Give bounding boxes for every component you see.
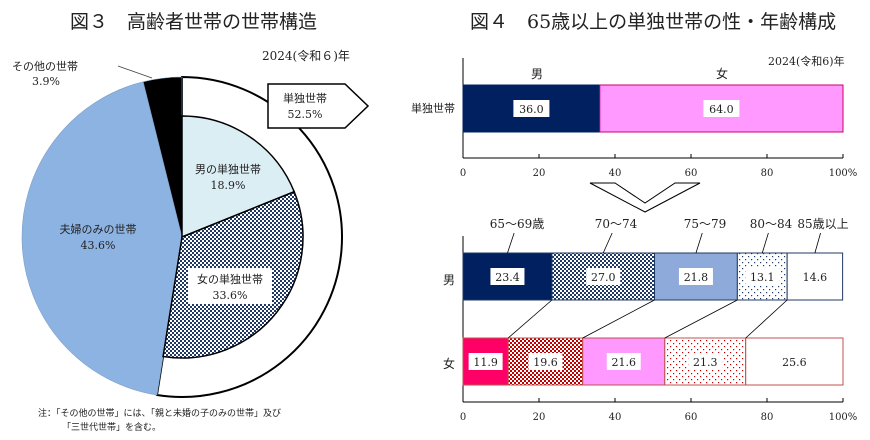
data-label: 11.9 [473,356,498,369]
single-callout-arrow [267,83,370,129]
data-label: 27.0 [591,271,616,284]
data-label-bg [606,353,641,370]
data-label-bg [468,353,503,370]
data-label-bg [797,268,832,285]
label-couple-name: 夫婦のみの世帯 [60,222,137,236]
data-label-bg [528,353,563,370]
legend-female: 女 [716,66,728,81]
data-label: 14.6 [803,271,828,284]
label-male-single-name: 男の単独世帯 [195,162,261,176]
connector-line [745,299,788,339]
connector-line [582,299,655,339]
category-single: 単独世帯 [411,101,455,115]
legend-male: 男 [531,67,543,81]
data-label-bg [745,268,780,285]
connector-line [507,299,553,339]
label-female-single-value: 33.6% [213,289,248,302]
data-label: 21.8 [684,271,709,284]
x-tick-label: 100% [829,168,858,179]
age-bar-chart: 23.4 27.0 21.8 13.1 14.6 11.9 19.6 21.6 21.3 25.6… [460,217,857,423]
legend-leader [602,232,613,254]
data-label: 25.6 [782,356,807,369]
data-label: 19.6 [533,356,558,369]
leader-other [117,65,153,79]
data-label-bg [777,353,812,370]
fig4-title: 図４ 65歳以上の単独世帯の性・年齢構成 [470,11,836,33]
label-other-name: その他の世帯 [12,60,78,73]
label-single-name: 単独世帯 [283,91,327,105]
x-tick-label: 40 [609,168,622,179]
down-chevron-icon [589,182,701,213]
data-label: 21.6 [611,356,636,369]
legend-leader [695,232,703,254]
top-bar-chart: 36.0 64.0 0 20 40 60 80 100% [460,58,857,179]
fig4-year: 2024(令和6)年 [768,54,845,68]
x-tick-label: 60 [685,168,698,179]
connector-line [664,299,738,339]
x-tick-label: 0 [460,412,466,423]
legend-label: 80～84 [750,217,793,231]
data-label-bg [586,268,621,285]
fig3-title: 図３ 高齢者世帯の世帯構造 [70,11,317,33]
note-line-2: 「三世代世帯」を含む。 [62,421,161,433]
note-line-1: 注：「その他の世帯」には、「親と未婚の子のみの世帯」及び [38,407,281,419]
legend-label: 65～69歳 [490,217,545,231]
pie-slice-inner [181,115,296,239]
category-female: 女 [443,356,455,371]
label-bg-female-single [188,268,272,304]
x-tick-label: 80 [761,412,774,423]
data-label: 36.0 [519,103,544,116]
pie-slice-outer [142,76,183,238]
x-tick-label: 100% [829,412,858,423]
x-tick-label: 40 [609,412,622,423]
legend-label: 70～74 [595,217,638,231]
data-label: 21.3 [693,356,718,369]
label-couple-value: 43.6% [81,239,116,252]
data-label: 64.0 [709,103,734,116]
data-label-bg [678,268,713,285]
label-single-value: 52.5% [288,108,323,121]
x-tick-label: 80 [761,168,774,179]
data-label: 13.1 [750,271,775,284]
data-label: 23.4 [495,271,520,284]
x-tick-label: 60 [685,412,698,423]
x-tick-label: 0 [460,168,466,179]
label-female-single-name: 女の単独世帯 [197,272,263,286]
data-label-bg [490,268,525,285]
legend-leader [814,232,821,254]
legend-label: 85歳以上 [797,217,848,231]
category-male: 男 [443,273,455,287]
legend-label: 75～79 [684,217,727,231]
legend-leader [507,232,515,254]
fig3-year: 2024(令和６)年 [262,48,350,63]
pie-slice-outer [21,81,183,396]
label-male-single-value: 18.9% [211,179,246,192]
legend-leader [761,232,769,254]
data-label-bg [513,100,550,117]
label-other-value: 3.9% [32,75,60,88]
x-tick-label: 20 [533,168,546,179]
x-tick-label: 20 [533,412,546,423]
data-label-bg [688,353,723,370]
data-label-bg [703,100,740,117]
